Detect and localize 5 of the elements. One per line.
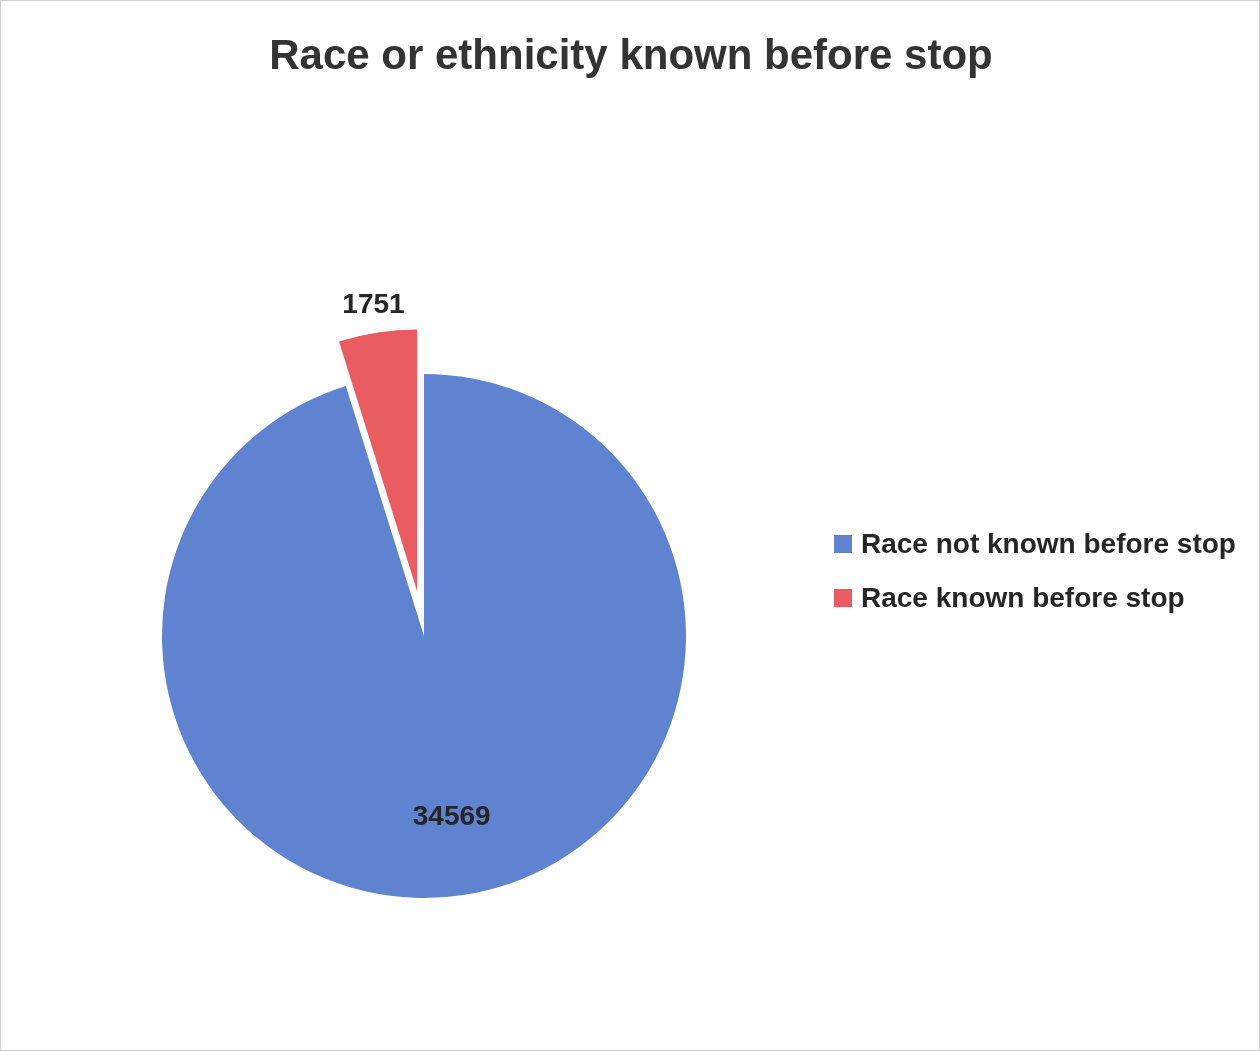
data-label: 1751: [342, 287, 405, 319]
data-label: 34569: [412, 800, 491, 832]
legend-label: Race known before stop: [861, 582, 1185, 614]
chart-title: Race or ethnicity known before stop: [268, 30, 994, 80]
legend-label: Race not known before stop: [861, 528, 1236, 560]
